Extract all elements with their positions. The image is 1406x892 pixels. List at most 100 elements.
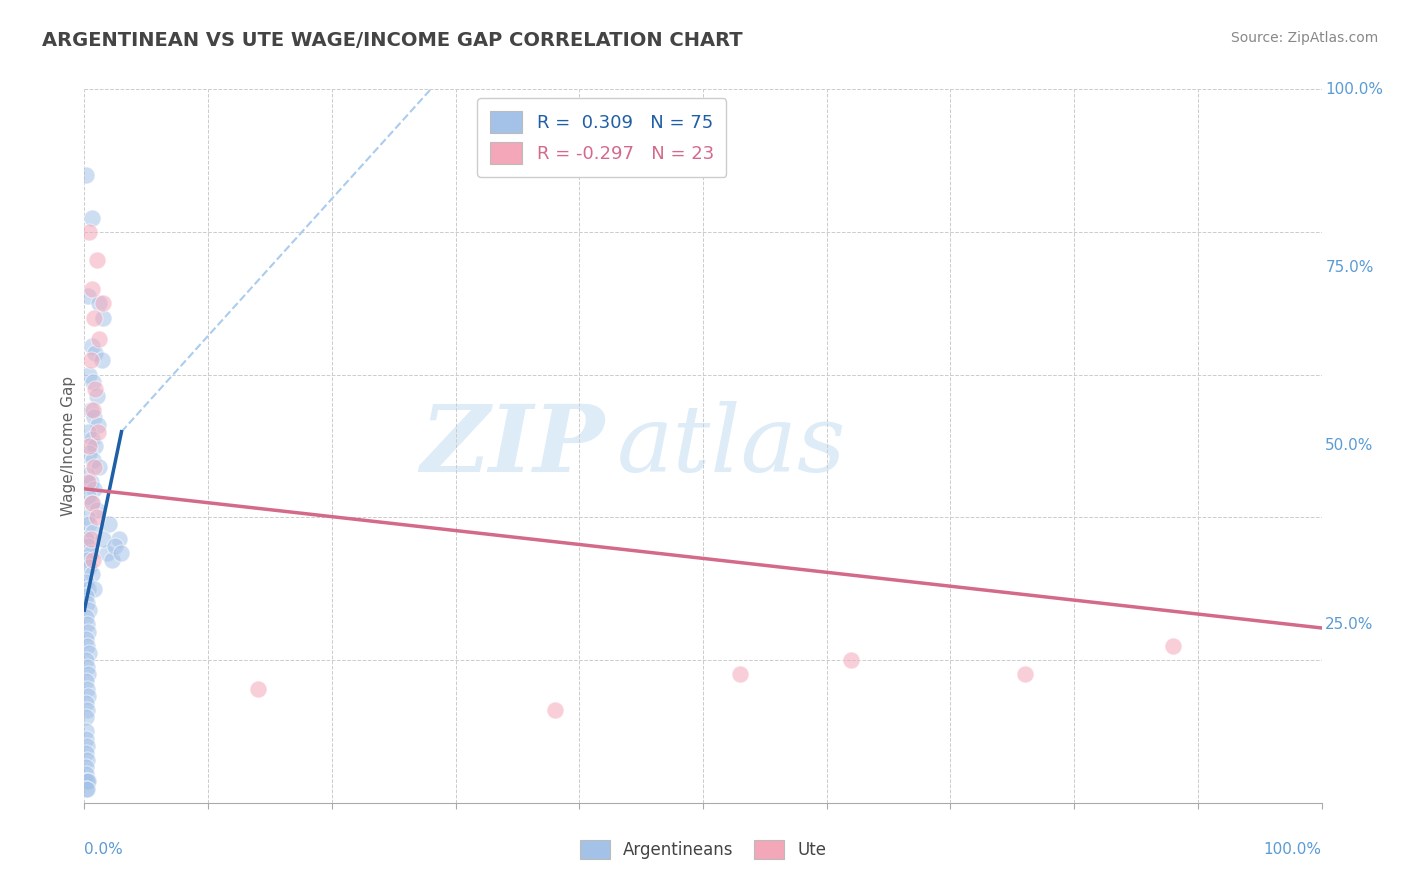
Point bbox=[76, 660, 98, 674]
Point bbox=[75, 710, 97, 724]
Text: 50.0%: 50.0% bbox=[1326, 439, 1374, 453]
Point bbox=[75, 610, 97, 624]
Point bbox=[79, 368, 101, 382]
Point bbox=[76, 681, 98, 696]
Point bbox=[75, 774, 97, 789]
Point bbox=[1014, 667, 1036, 681]
Point bbox=[84, 439, 107, 453]
Point bbox=[86, 253, 108, 268]
Point bbox=[80, 282, 103, 296]
Point bbox=[79, 532, 101, 546]
Point bbox=[79, 475, 101, 489]
Point bbox=[77, 489, 100, 503]
Text: 75.0%: 75.0% bbox=[1326, 260, 1374, 275]
Point bbox=[96, 546, 118, 560]
Point bbox=[75, 574, 97, 589]
Point bbox=[89, 332, 111, 346]
Point bbox=[79, 403, 101, 417]
Point bbox=[90, 353, 112, 368]
Point bbox=[75, 168, 97, 182]
Point bbox=[83, 410, 105, 425]
Point bbox=[87, 425, 110, 439]
Point bbox=[91, 310, 114, 325]
Point bbox=[75, 532, 97, 546]
Point bbox=[82, 553, 104, 567]
Point bbox=[89, 460, 111, 475]
Point bbox=[83, 582, 105, 596]
Point bbox=[80, 339, 103, 353]
Point bbox=[79, 225, 101, 239]
Point bbox=[98, 517, 121, 532]
Point bbox=[76, 510, 98, 524]
Point bbox=[76, 617, 98, 632]
Point bbox=[77, 624, 100, 639]
Legend: Argentineans, Ute: Argentineans, Ute bbox=[574, 834, 832, 866]
Text: ZIP: ZIP bbox=[420, 401, 605, 491]
Point bbox=[76, 596, 98, 610]
Point bbox=[84, 382, 107, 396]
Point bbox=[841, 653, 863, 667]
Point bbox=[80, 496, 103, 510]
Point bbox=[80, 496, 103, 510]
Point bbox=[77, 774, 100, 789]
Point bbox=[76, 639, 98, 653]
Point bbox=[83, 310, 105, 325]
Point bbox=[76, 753, 98, 767]
Point bbox=[83, 460, 105, 475]
Text: Source: ZipAtlas.com: Source: ZipAtlas.com bbox=[1230, 31, 1378, 45]
Point bbox=[543, 703, 565, 717]
Point bbox=[75, 674, 97, 689]
Point bbox=[77, 689, 100, 703]
Text: 100.0%: 100.0% bbox=[1264, 842, 1322, 857]
Point bbox=[75, 767, 97, 781]
Point bbox=[86, 389, 108, 403]
Point bbox=[75, 724, 97, 739]
Point bbox=[91, 296, 114, 310]
Point bbox=[76, 739, 98, 753]
Point bbox=[104, 539, 127, 553]
Point bbox=[108, 532, 131, 546]
Text: 25.0%: 25.0% bbox=[1326, 617, 1374, 632]
Point bbox=[86, 503, 108, 517]
Point bbox=[79, 603, 101, 617]
Point bbox=[79, 446, 101, 460]
Point bbox=[77, 667, 100, 681]
Text: 0.0%: 0.0% bbox=[84, 842, 124, 857]
Point bbox=[77, 539, 100, 553]
Point bbox=[80, 567, 103, 582]
Point bbox=[1161, 639, 1184, 653]
Point bbox=[77, 289, 100, 303]
Point bbox=[79, 560, 101, 574]
Point bbox=[91, 532, 114, 546]
Point bbox=[100, 553, 122, 567]
Point bbox=[77, 475, 100, 489]
Point bbox=[77, 582, 100, 596]
Point bbox=[79, 646, 101, 660]
Point bbox=[246, 681, 269, 696]
Point bbox=[76, 553, 98, 567]
Point bbox=[79, 546, 101, 560]
Point bbox=[728, 667, 751, 681]
Point bbox=[75, 632, 97, 646]
Point bbox=[87, 417, 110, 432]
Point bbox=[82, 453, 104, 467]
Point bbox=[82, 403, 104, 417]
Point bbox=[77, 425, 100, 439]
Text: atlas: atlas bbox=[616, 401, 846, 491]
Text: 100.0%: 100.0% bbox=[1326, 82, 1384, 96]
Point bbox=[75, 696, 97, 710]
Point bbox=[75, 589, 97, 603]
Point bbox=[83, 482, 105, 496]
Point bbox=[79, 439, 101, 453]
Text: ARGENTINEAN VS UTE WAGE/INCOME GAP CORRELATION CHART: ARGENTINEAN VS UTE WAGE/INCOME GAP CORRE… bbox=[42, 31, 742, 50]
Point bbox=[76, 774, 98, 789]
Point bbox=[75, 746, 97, 760]
Point bbox=[76, 703, 98, 717]
Point bbox=[75, 731, 97, 746]
Point bbox=[82, 375, 104, 389]
Point bbox=[80, 432, 103, 446]
Point bbox=[79, 353, 101, 368]
Point bbox=[82, 524, 104, 539]
Point bbox=[84, 346, 107, 360]
Point bbox=[89, 296, 111, 310]
